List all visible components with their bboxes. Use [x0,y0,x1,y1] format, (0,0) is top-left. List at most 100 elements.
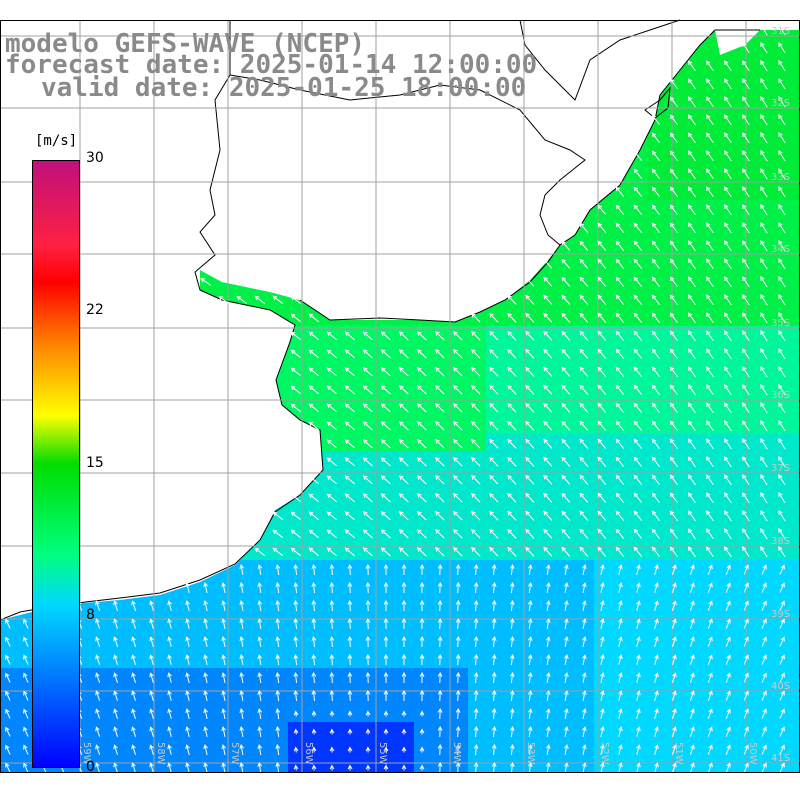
wind-arrow [275,599,281,612]
wind-arrow [308,367,320,377]
wind-arrow [455,635,461,648]
speed-cell [738,308,757,327]
wind-arrow [293,581,299,594]
wind-arrow [633,168,643,180]
speed-cell [288,578,307,597]
wind-arrow [185,690,190,702]
speed-cell [576,452,595,471]
wind-arrow [257,690,263,701]
wind-arrow [633,276,643,288]
wind-arrow [525,348,535,359]
wind-arrow [95,744,101,755]
wind-arrow [437,617,443,630]
speed-cell [342,362,361,381]
speed-cell [432,380,451,399]
speed-cell [594,308,613,327]
wind-arrow [724,186,732,198]
wind-arrow [5,654,11,665]
speed-cell [594,326,613,345]
wind-arrow [761,636,767,647]
wind-arrow [760,492,768,504]
wind-arrow [760,276,768,288]
wind-arrow [654,654,659,665]
speed-cell [612,434,631,453]
wind-arrow [203,762,208,774]
wind-arrow [779,582,785,593]
wind-arrow [416,547,427,557]
speed-cell [288,344,307,363]
wind-arrow [561,366,571,377]
wind-arrow [5,708,11,719]
wind-arrow [525,474,535,485]
speed-cell [450,578,469,597]
speed-cell [612,452,631,471]
speed-cell [234,686,253,705]
speed-cell [738,182,757,201]
wind-arrow [706,258,714,270]
wind-arrow [579,438,589,449]
wind-arrow [707,636,713,647]
wind-arrow [618,690,623,702]
wind-arrow [239,762,244,773]
wind-arrow [149,600,154,611]
speed-cell [414,326,433,345]
wind-arrow [651,168,660,180]
wind-arrow [185,672,190,684]
wind-arrow [293,599,299,612]
speed-cell [522,704,541,723]
speed-cell [378,380,397,399]
speed-cell [558,470,577,489]
wind-arrow [742,492,750,504]
speed-cell [468,434,487,453]
wind-arrow [672,600,677,611]
wind-arrow [489,402,499,413]
speed-cell [378,596,397,615]
speed-cell [702,596,721,615]
wind-arrow [725,618,731,629]
speed-cell [720,362,739,381]
wind-arrow [706,60,714,72]
wind-arrow [254,295,266,304]
speed-cell [684,362,703,381]
wind-arrow [489,348,499,359]
wind-arrow [509,653,515,666]
wind-arrow [185,618,190,630]
wind-arrow [615,312,625,324]
speed-cell [702,686,721,705]
speed-cell [396,380,415,399]
speed-cell [450,686,469,705]
wind-arrow [362,493,373,503]
wind-arrow [257,672,263,683]
speed-cell [756,722,775,741]
wind-arrow [149,708,154,719]
wind-arrow [706,132,714,144]
speed-cell [522,308,541,327]
speed-cell [342,542,361,561]
wind-arrow [724,294,732,306]
wind-arrow [615,366,625,378]
speed-cell [558,452,577,471]
speed-cell [612,578,631,597]
wind-arrow [778,329,786,342]
speed-cell [558,344,577,363]
speed-cell [612,686,631,705]
wind-arrow [543,330,553,341]
speed-cell [648,740,667,759]
speed-cell [540,326,559,345]
colorbar-tick-15: 15 [86,455,104,471]
speed-cell [702,200,721,219]
wind-arrow [742,96,750,108]
wind-arrow [434,529,445,539]
speed-cell [198,722,217,741]
speed-cell [666,668,685,687]
speed-cell [666,452,685,471]
speed-cell [414,506,433,525]
speed-cell [774,128,793,147]
speed-cell [450,722,469,741]
speed-cell [792,200,800,219]
wind-arrow [167,672,172,683]
wind-arrow [257,762,263,773]
wind-arrow [687,330,696,342]
speed-cell [774,290,793,309]
wind-arrow [651,258,660,270]
